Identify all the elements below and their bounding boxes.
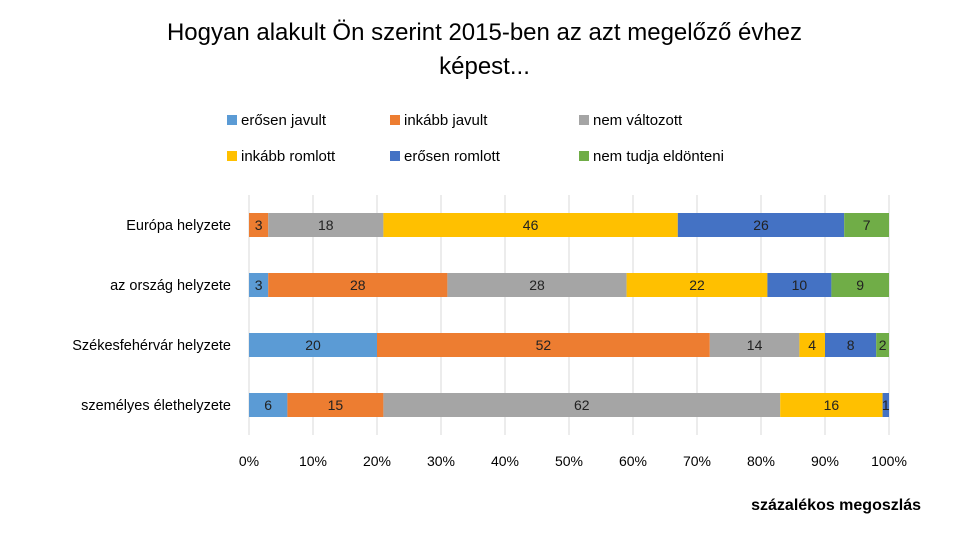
- data-label: 10: [792, 277, 808, 293]
- chart-title-line-1: Hogyan alakult Ön szerint 2015-ben az az…: [166, 19, 803, 46]
- bar-segment: [249, 213, 269, 237]
- data-label: 20: [305, 337, 321, 353]
- x-tick-label: 80%: [747, 453, 775, 469]
- x-tick-label: 70%: [683, 453, 711, 469]
- data-label: 2: [879, 337, 887, 353]
- bar-segment: [825, 333, 877, 357]
- data-label: 7: [863, 217, 871, 233]
- data-label: 9: [856, 277, 864, 293]
- legend-label: inkább romlott: [241, 148, 336, 165]
- legend-item: inkább romlott: [227, 148, 335, 166]
- legend-swatch: [390, 115, 400, 125]
- data-label: 46: [523, 217, 539, 233]
- bars: [249, 213, 889, 417]
- bar-segment: [831, 273, 889, 297]
- legend-item: nem változott: [579, 112, 682, 130]
- x-tick-label: 10%: [299, 453, 327, 469]
- x-tick-label: 20%: [363, 453, 391, 469]
- value-axis-tick-labels: 0% 10% 20% 30% 40% 50% 60% 70% 80% 90% 100%: [239, 453, 907, 469]
- data-label: 26: [753, 217, 769, 233]
- data-label: 3: [255, 277, 263, 293]
- data-label: 1: [882, 397, 890, 413]
- legend-label: nem tudja eldönteni: [593, 148, 724, 165]
- x-axis-title: százalékos megoszlás: [751, 497, 921, 514]
- chart-title: Hogyan alakult Ön szerint 2015-ben az az…: [0, 16, 969, 84]
- bar-segment: [780, 393, 883, 417]
- bar-segment: [268, 273, 448, 297]
- bar-segment: [799, 333, 825, 357]
- data-label: 28: [350, 277, 366, 293]
- legend-item: inkább javult: [390, 112, 487, 130]
- bar-segment: [383, 213, 678, 237]
- category-label: az ország helyzete: [110, 278, 231, 294]
- bar-segment: [377, 333, 710, 357]
- bar-segment: [249, 393, 288, 417]
- legend-swatch: [227, 151, 237, 161]
- data-label: 62: [574, 397, 590, 413]
- bar-segment: [626, 273, 768, 297]
- category-axis-labels: Európa helyzete az ország helyzete Székesf…: [72, 218, 231, 414]
- category-label: Székesfehérvár helyzete: [72, 338, 231, 354]
- bar-segment: [882, 393, 889, 417]
- legend-item: erősen romlott: [390, 148, 500, 166]
- data-label: 8: [847, 337, 855, 353]
- data-labels: 3 18 46 26 73 28 28 22 10 920 52 14 4 8 26 15 62 16 1: [255, 217, 890, 413]
- data-label: 28: [529, 277, 545, 293]
- data-label: 15: [328, 397, 344, 413]
- x-tick-label: 50%: [555, 453, 583, 469]
- chart-title-line-2: képest...: [439, 53, 530, 80]
- x-tick-label: 30%: [427, 453, 455, 469]
- legend-swatch: [579, 115, 589, 125]
- legend-item: nem tudja eldönteni: [579, 148, 724, 166]
- x-tick-label: 60%: [619, 453, 647, 469]
- bar-segment: [287, 393, 384, 417]
- data-label: 52: [536, 337, 552, 353]
- bar-segment: [767, 273, 832, 297]
- bar-segment: [447, 273, 627, 297]
- bar-segment: [876, 333, 889, 357]
- x-tick-label: 40%: [491, 453, 519, 469]
- legend-swatch: [390, 151, 400, 161]
- data-label: 3: [255, 217, 263, 233]
- data-label: 18: [318, 217, 334, 233]
- x-tick-label: 90%: [811, 453, 839, 469]
- data-label: 14: [747, 337, 763, 353]
- legend-label: erősen javult: [241, 112, 327, 129]
- x-tick-label: 0%: [239, 453, 259, 469]
- bar-segment: [249, 333, 377, 357]
- data-label: 16: [824, 397, 840, 413]
- legend-label: inkább javult: [404, 112, 488, 129]
- legend-label: nem változott: [593, 112, 683, 129]
- bar-segment: [249, 273, 269, 297]
- bar-segment: [268, 213, 384, 237]
- bar-segment: [709, 333, 800, 357]
- x-tick-label: 100%: [871, 453, 907, 469]
- category-label: Európa helyzete: [126, 218, 231, 234]
- legend-swatch: [227, 115, 237, 125]
- data-label: 6: [264, 397, 272, 413]
- data-label: 4: [808, 337, 816, 353]
- category-label: személyes élethelyzete: [81, 398, 231, 414]
- legend-swatch: [579, 151, 589, 161]
- bar-segment: [677, 213, 845, 237]
- bar-segment: [383, 393, 781, 417]
- bar-segment: [844, 213, 889, 237]
- legend-item: erősen javult: [227, 112, 326, 130]
- legend-label: erősen romlott: [404, 148, 500, 165]
- data-label: 22: [689, 277, 705, 293]
